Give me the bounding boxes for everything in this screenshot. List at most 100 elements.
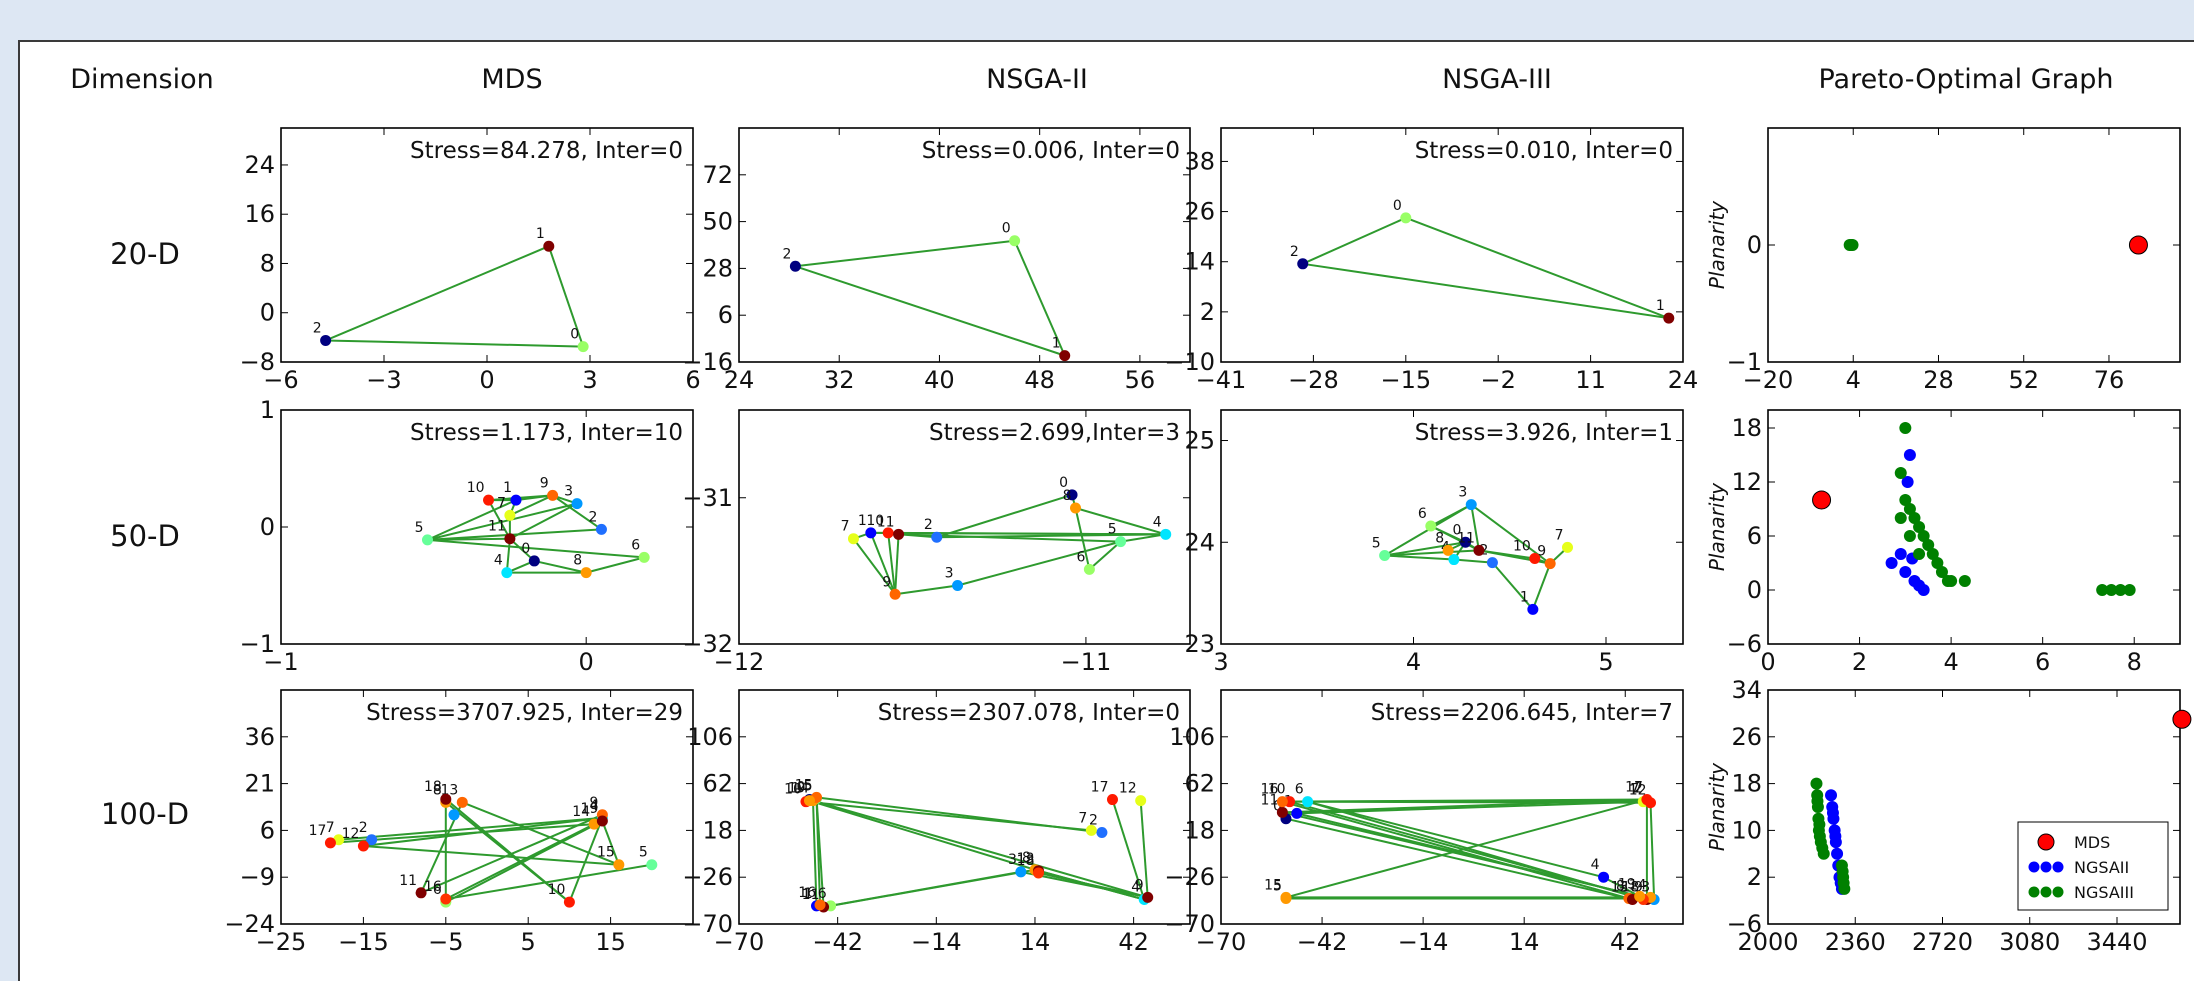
- node-label: 19: [581, 801, 599, 817]
- graph-node: [613, 859, 625, 871]
- graph-node: [1442, 544, 1454, 556]
- graph-node: [1276, 806, 1288, 818]
- node-label: 7: [1078, 810, 1087, 826]
- graph-edge: [515, 494, 553, 502]
- pareto-point-ngsaii: [1901, 476, 1914, 488]
- graph-edge: [1285, 798, 1648, 899]
- node-label: 5: [1273, 878, 1282, 894]
- node-label: 15: [1264, 877, 1282, 893]
- node-label: 4: [494, 553, 503, 569]
- plot-frame: [738, 127, 1191, 363]
- plot-frame: [738, 409, 1191, 645]
- node-label: 5: [804, 778, 813, 794]
- graph-edge: [1285, 817, 1633, 901]
- stress-annotation: Stress=3.926, Inter=1: [1415, 420, 1673, 446]
- node-label: 11: [488, 519, 506, 535]
- pareto-point-ngsaii: [1831, 847, 1844, 860]
- node-label: 18: [1017, 853, 1035, 869]
- x-tick-label: −14: [1398, 928, 1449, 956]
- graph-edge: [1296, 812, 1640, 898]
- x-tick-label: 0: [579, 648, 594, 676]
- x-tick-label: −15: [338, 928, 389, 956]
- node-label: 0: [570, 327, 579, 343]
- graph-node: [952, 580, 964, 591]
- node-label: 3: [1641, 880, 1650, 896]
- graph-node: [1032, 867, 1044, 879]
- graph-node: [563, 896, 575, 908]
- graph-node: [1641, 794, 1653, 806]
- graph-edge: [585, 556, 645, 574]
- graph-edge: [1302, 262, 1669, 320]
- graph-node: [638, 551, 650, 563]
- graph-node: [577, 341, 589, 353]
- y-tick-label: 23: [1184, 630, 1215, 658]
- node-label: 9: [1135, 877, 1144, 893]
- graph-node: [588, 818, 600, 830]
- graph-edge: [1120, 533, 1166, 543]
- node-label: 10: [866, 513, 884, 529]
- node-label: 1: [1052, 336, 1061, 352]
- graph-node: [440, 893, 452, 905]
- pareto-point-ngsaii: [1903, 449, 1916, 461]
- y-tick-label: −6: [1727, 630, 1762, 658]
- graph-node: [366, 834, 378, 846]
- graph-node: [1448, 554, 1460, 566]
- node-label: 11: [399, 873, 417, 889]
- y-tick-label: 0: [1747, 576, 1762, 604]
- y-tick-label: 6: [260, 816, 275, 844]
- pareto-point-ngsaii: [1899, 566, 1912, 578]
- y-tick-label: 0: [1747, 231, 1762, 259]
- y-tick-label: −9: [240, 863, 275, 891]
- graph-node: [931, 531, 943, 543]
- node-label: 8: [1435, 530, 1444, 546]
- legend-label: NGSAII: [2074, 858, 2129, 877]
- graph-edge: [1296, 800, 1644, 815]
- row-label-50d: 50-D: [110, 519, 180, 553]
- graph-node: [865, 527, 877, 539]
- graph-edge: [1282, 800, 1630, 900]
- y-tick-label: −1: [240, 630, 275, 658]
- chart-nsga2-100: −70 −42 −14 14 42−70−261862106Stress=2307.07…: [682, 689, 1191, 956]
- x-tick-label: 14: [1509, 928, 1540, 956]
- graph-edge: [795, 265, 1066, 357]
- pareto-point-ngsaii: [1825, 789, 1838, 802]
- legend-marker: [2052, 886, 2064, 898]
- y-tick-label: 18: [1731, 414, 1762, 442]
- node-label: 7: [497, 495, 506, 511]
- node-label: 18: [424, 779, 442, 795]
- x-tick-label: 0: [1760, 648, 1775, 676]
- pareto-point-ngsaiii: [1903, 530, 1916, 542]
- graph-edge: [1491, 561, 1534, 611]
- graph-node: [547, 489, 559, 501]
- node-label: 13: [1017, 851, 1035, 867]
- x-tick-label: 32: [824, 366, 855, 394]
- graph-edge: [509, 494, 554, 517]
- pareto-point-ngsaiii: [1894, 512, 1907, 524]
- x-tick-label: −6: [263, 366, 298, 394]
- graph-edge: [811, 800, 818, 906]
- x-tick-label: 24: [724, 366, 755, 394]
- chart-nsga3-100: −70 −42 −14 14 42−70−261862106Stress=2206.64…: [1164, 689, 1684, 956]
- pareto-point-ngsaiii: [1894, 467, 1907, 479]
- graph-node: [1142, 891, 1154, 903]
- y-tick-label: 62: [1184, 770, 1215, 798]
- pareto-point-ngsaii: [1894, 548, 1907, 560]
- graph-edge: [1302, 216, 1407, 265]
- node-label: 15: [597, 845, 615, 861]
- header-nsga3: NSGA-III: [1442, 64, 1552, 95]
- plot-frame: [1767, 409, 2181, 645]
- x-tick-label: 3: [1213, 648, 1228, 676]
- node-label: 15: [795, 777, 813, 793]
- y-tick-label: −24: [224, 910, 275, 938]
- node-label: 9: [1634, 880, 1643, 896]
- node-label: 16: [424, 879, 442, 895]
- graph-node: [504, 509, 516, 521]
- graph-node: [882, 527, 894, 539]
- x-tick-label: −3: [366, 366, 401, 394]
- graph-node: [448, 809, 460, 821]
- node-label: 3: [564, 484, 573, 500]
- x-tick-label: 2000: [1737, 928, 1798, 956]
- legend-marker: [2028, 861, 2040, 873]
